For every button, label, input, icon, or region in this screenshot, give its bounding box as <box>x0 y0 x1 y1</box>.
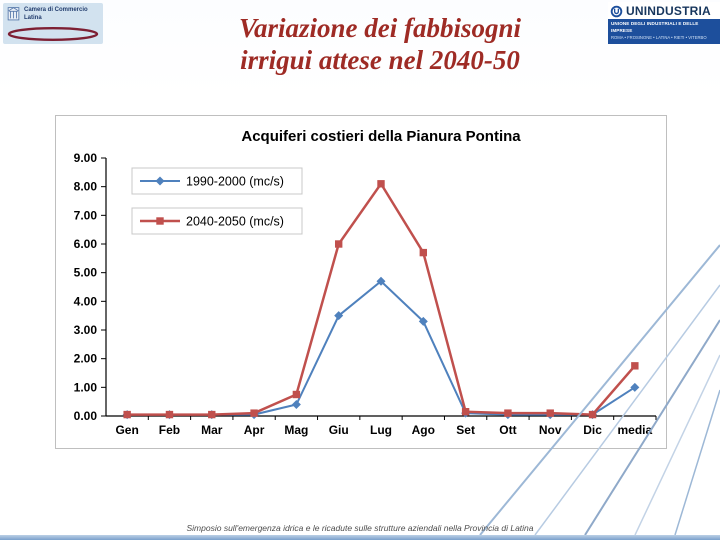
unindustria-subtitle: UNIONE DEGLI INDUSTRIALI E DELLE IMPRESE <box>611 21 699 33</box>
svg-text:5.00: 5.00 <box>74 266 98 280</box>
title-line-2: irrigui attese nel 2040-50 <box>240 45 520 76</box>
camera-commercio-logo: Camera di Commercio Latina <box>3 3 103 44</box>
unindustria-cities: ROMA • FROSINONE • LATINA • RIETI • VITE… <box>611 34 707 40</box>
camera-commercio-line1: Camera di Commercio <box>24 7 88 13</box>
svg-text:Apr: Apr <box>244 423 265 437</box>
svg-text:1990-2000 (mc/s): 1990-2000 (mc/s) <box>186 175 284 189</box>
footer-text: Simposio sull'emergenza idrica e le rica… <box>186 523 534 533</box>
svg-text:Set: Set <box>456 423 475 437</box>
svg-text:Dic: Dic <box>583 423 602 437</box>
unindustria-name: UNINDUSTRIA <box>626 4 711 18</box>
page-title: Variazione dei fabbisogni irrigui attese… <box>150 12 610 77</box>
svg-text:Giu: Giu <box>329 423 349 437</box>
svg-text:4.00: 4.00 <box>74 294 98 308</box>
camera-commercio-line2: Latina <box>24 14 42 21</box>
camera-commercio-logo-row: Camera di Commercio Latina <box>7 6 99 23</box>
unindustria-logo: UNINDUSTRIA UNIONE DEGLI INDUSTRIALI E D… <box>608 2 720 45</box>
svg-text:Feb: Feb <box>159 423 180 437</box>
svg-text:0.00: 0.00 <box>74 409 98 423</box>
svg-text:8.00: 8.00 <box>74 180 98 194</box>
bottom-accent-bar <box>0 535 720 540</box>
unindustria-ring-icon <box>610 5 623 17</box>
unindustria-bar: UNIONE DEGLI INDUSTRIALI E DELLE IMPRESE… <box>608 19 720 45</box>
svg-text:6.00: 6.00 <box>74 237 98 251</box>
unindustria-brand-row: UNINDUSTRIA <box>608 2 720 19</box>
camera-commercio-logo-text: Camera di Commercio Latina <box>24 6 88 23</box>
svg-text:Mag: Mag <box>284 423 308 437</box>
svg-text:9.00: 9.00 <box>74 151 98 165</box>
svg-text:2.00: 2.00 <box>74 352 98 366</box>
svg-text:Ago: Ago <box>412 423 435 437</box>
svg-text:2040-2050 (mc/s): 2040-2050 (mc/s) <box>186 215 284 229</box>
irrigation-needs-chart: Acquiferi costieri della Pianura Pontina… <box>55 115 667 449</box>
svg-text:Gen: Gen <box>115 423 138 437</box>
temple-emblem-icon <box>7 7 20 21</box>
svg-text:Nov: Nov <box>539 423 562 437</box>
svg-text:Mar: Mar <box>201 423 223 437</box>
svg-text:media: media <box>618 423 653 437</box>
svg-text:3.00: 3.00 <box>74 323 98 337</box>
red-swoosh-icon <box>7 26 99 42</box>
svg-text:Ott: Ott <box>499 423 516 437</box>
svg-text:7.00: 7.00 <box>74 208 98 222</box>
title-line-1: Variazione dei fabbisogni <box>238 13 522 43</box>
svg-text:1.00: 1.00 <box>74 380 98 394</box>
svg-text:Lug: Lug <box>370 423 392 437</box>
svg-text:Acquiferi costieri della Pianu: Acquiferi costieri della Pianura Pontina <box>241 128 521 145</box>
line-chart-canvas: Acquiferi costieri della Pianura Pontina… <box>74 128 657 437</box>
